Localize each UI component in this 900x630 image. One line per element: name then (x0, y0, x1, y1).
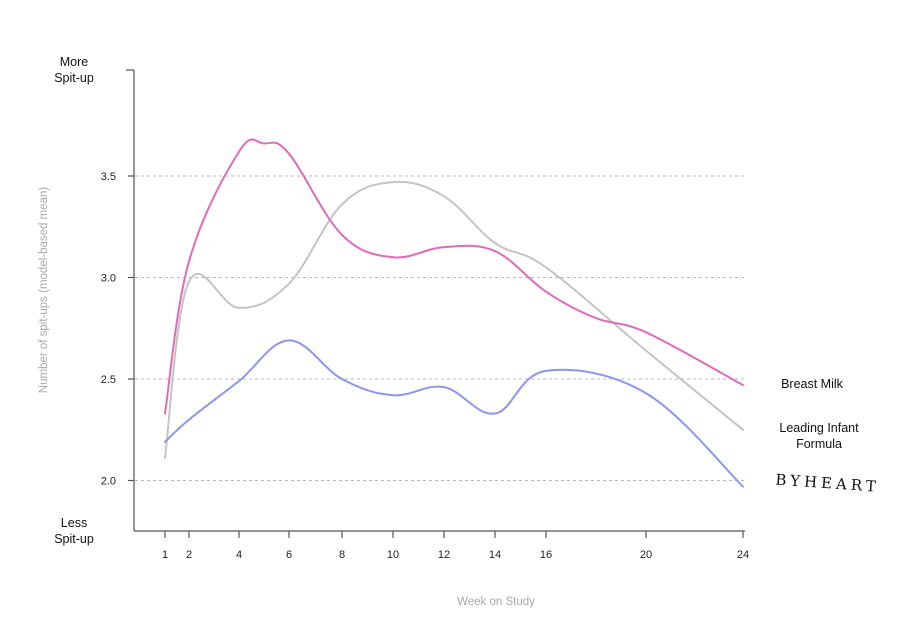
y-tick-label: 3.0 (101, 273, 116, 285)
x-tick-label: 4 (236, 549, 242, 561)
axes (126, 69, 745, 538)
y-top-annotation: More (60, 55, 89, 69)
y-tick-label: 2.5 (101, 374, 116, 386)
x-tick-label: 16 (540, 549, 552, 561)
grid-lines (135, 175, 745, 481)
breast-milk-line (164, 138, 744, 415)
x-tick-label: 2 (186, 549, 192, 561)
byheart-logo-label: BYHEART (775, 471, 881, 496)
legend-leading-infant-formula: Formula (796, 437, 842, 451)
x-tick-label: 12 (438, 549, 450, 561)
legend-breast-milk: Breast Milk (781, 377, 844, 391)
x-tick-label: 1 (162, 549, 168, 561)
y-axis-title: Number of spit-ups (model-based mean) (38, 187, 50, 394)
x-tick-label: 8 (339, 549, 345, 561)
y-tick-label: 2.0 (101, 476, 116, 488)
x-axis-title: Week on Study (457, 596, 535, 608)
y-bottom-annotation: Less (61, 516, 87, 530)
leading-infant-formula-line (164, 180, 744, 460)
x-tick-label: 10 (387, 549, 399, 561)
x-tick-label: 24 (737, 549, 749, 561)
byheart-line (164, 339, 744, 488)
y-bottom-annotation: Spit-up (54, 532, 94, 546)
y-tick-label: 3.5 (101, 171, 116, 183)
x-tick-label: 14 (489, 549, 501, 561)
x-tick-label: 6 (286, 549, 292, 561)
x-tick-label: 20 (640, 549, 652, 561)
labels: 2.02.53.03.51 2 4 6 8 10 12 14 16 20 24MoreSpit-up… (38, 55, 880, 608)
legend-leading-infant-formula: Leading Infant (779, 421, 859, 435)
y-top-annotation: Spit-up (54, 71, 94, 85)
series-lines (164, 138, 744, 488)
